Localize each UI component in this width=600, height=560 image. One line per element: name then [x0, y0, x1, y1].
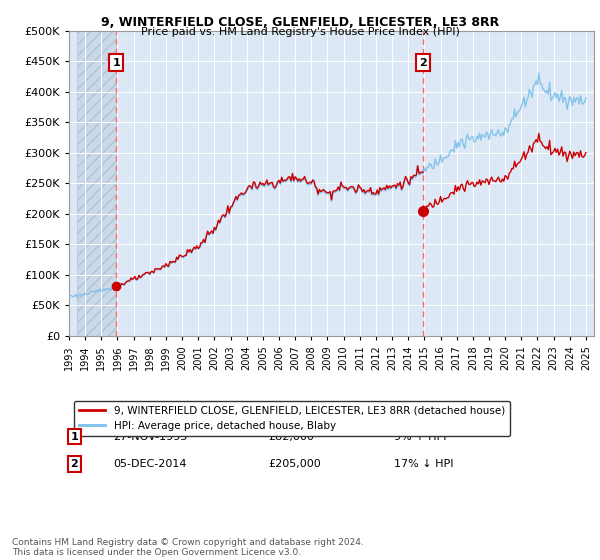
Text: 1: 1	[112, 58, 120, 68]
Text: 17% ↓ HPI: 17% ↓ HPI	[395, 459, 454, 469]
Text: 2: 2	[70, 459, 78, 469]
Legend: 9, WINTERFIELD CLOSE, GLENFIELD, LEICESTER, LE3 8RR (detached house), HPI: Avera: 9, WINTERFIELD CLOSE, GLENFIELD, LEICEST…	[74, 401, 510, 436]
Text: Contains HM Land Registry data © Crown copyright and database right 2024.
This d: Contains HM Land Registry data © Crown c…	[12, 538, 364, 557]
Bar	[77, 31, 116, 336]
Text: 27-NOV-1995: 27-NOV-1995	[113, 432, 188, 442]
Text: 9, WINTERFIELD CLOSE, GLENFIELD, LEICESTER, LE3 8RR: 9, WINTERFIELD CLOSE, GLENFIELD, LEICEST…	[101, 16, 499, 29]
Text: 05-DEC-2014: 05-DEC-2014	[113, 459, 187, 469]
Text: 1: 1	[70, 432, 78, 442]
Text: Price paid vs. HM Land Registry's House Price Index (HPI): Price paid vs. HM Land Registry's House …	[140, 27, 460, 37]
Text: £205,000: £205,000	[269, 459, 321, 469]
Text: 9% ↑ HPI: 9% ↑ HPI	[395, 432, 447, 442]
Text: £82,000: £82,000	[269, 432, 314, 442]
Text: 2: 2	[419, 58, 427, 68]
